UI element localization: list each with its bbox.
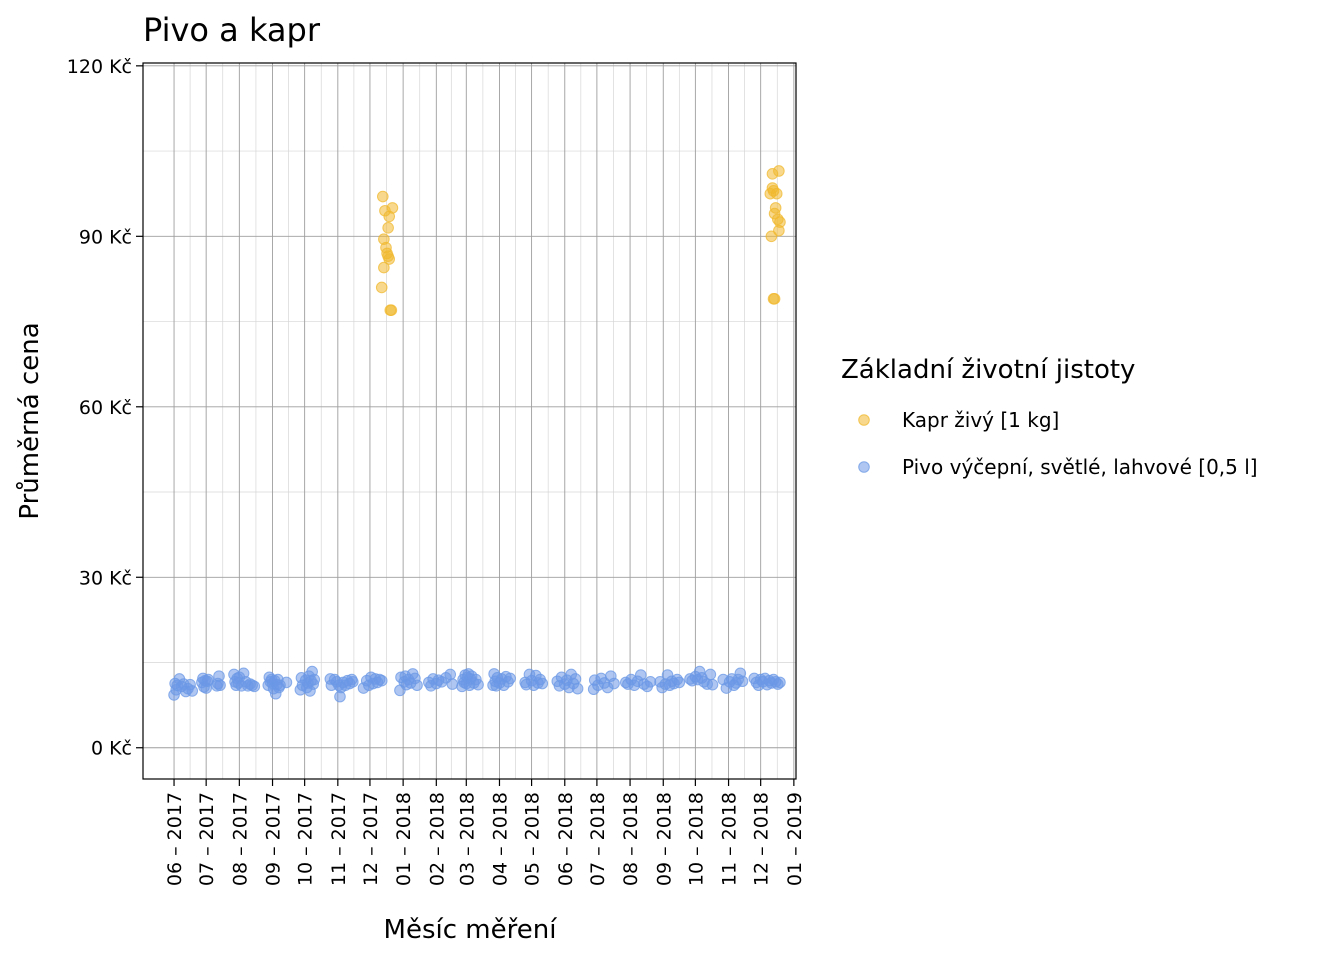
data-point bbox=[769, 202, 782, 214]
data-point bbox=[308, 673, 321, 686]
x-tick-label: 06 – 2018 bbox=[555, 792, 577, 886]
legend-item: Pivo výčepní, světlé, lahvové [0,5 l] bbox=[858, 455, 1258, 479]
data-point bbox=[569, 673, 582, 685]
minor-gridlines bbox=[143, 63, 796, 779]
data-point bbox=[386, 202, 399, 214]
series-0 bbox=[375, 165, 786, 316]
data-point bbox=[774, 676, 786, 689]
data-point bbox=[644, 676, 657, 688]
y-axis: 0 Kč 30 Kč 60 Kč 90 Kč 120 Kč bbox=[67, 56, 143, 760]
data-point bbox=[385, 304, 398, 316]
data-point bbox=[773, 165, 785, 177]
x-tick-label: 09 – 2017 bbox=[263, 792, 285, 886]
chart-title: Pivo a kapr bbox=[143, 11, 321, 49]
legend-label: Kapr živý [1 kg] bbox=[902, 408, 1059, 432]
data-point bbox=[536, 677, 549, 690]
x-tick-label: 07 – 2017 bbox=[196, 792, 218, 886]
x-tick-label: 10 – 2017 bbox=[295, 792, 317, 886]
x-tick-label: 12 – 2017 bbox=[360, 792, 382, 886]
legend-marker bbox=[858, 414, 870, 426]
y-tick-label: 0 Kč bbox=[91, 738, 132, 760]
y-tick-label: 60 Kč bbox=[79, 397, 132, 419]
x-tick-label: 09 – 2018 bbox=[653, 792, 675, 886]
x-tick-label: 05 – 2018 bbox=[522, 792, 544, 886]
y-tick-label: 120 Kč bbox=[67, 56, 132, 78]
data-point bbox=[504, 672, 516, 685]
x-tick-label: 01 – 2019 bbox=[784, 792, 806, 886]
data-point bbox=[375, 674, 388, 687]
data-point bbox=[202, 673, 215, 686]
y-tick-label: 90 Kč bbox=[79, 226, 132, 248]
data-point bbox=[382, 221, 394, 234]
data-point bbox=[571, 682, 584, 695]
data-point bbox=[411, 679, 423, 692]
data-point bbox=[673, 676, 686, 689]
data-point bbox=[774, 216, 786, 228]
x-axis-title: Měsíc měření bbox=[384, 915, 558, 945]
data-point bbox=[383, 253, 396, 265]
scatter-points bbox=[168, 165, 786, 703]
data-point bbox=[378, 261, 390, 274]
x-tick-label: 04 – 2018 bbox=[489, 792, 511, 886]
data-point bbox=[214, 679, 226, 692]
x-tick-label: 08 – 2018 bbox=[620, 792, 642, 886]
x-tick-label: 06 – 2017 bbox=[164, 792, 186, 886]
data-point bbox=[704, 668, 717, 681]
legend-label: Pivo výčepní, světlé, lahvové [0,5 l] bbox=[902, 455, 1258, 479]
data-point bbox=[608, 677, 620, 690]
x-tick-label: 03 – 2018 bbox=[456, 792, 478, 886]
data-point bbox=[736, 675, 749, 688]
x-tick-label: 08 – 2017 bbox=[229, 792, 251, 886]
data-point bbox=[376, 190, 389, 203]
series-1 bbox=[168, 665, 786, 703]
data-point bbox=[186, 685, 199, 697]
data-point bbox=[706, 678, 719, 691]
x-tick-label: 01 – 2018 bbox=[393, 792, 415, 886]
plot-frame bbox=[142, 62, 797, 780]
x-tick-label: 11 – 2017 bbox=[328, 792, 350, 886]
x-axis: 06 – 2017 07 – 2017 08 – 2017 09 – 2017 10 –… bbox=[164, 779, 806, 886]
data-point bbox=[446, 678, 459, 690]
x-tick-label: 11 – 2018 bbox=[719, 792, 741, 886]
major-gridlines bbox=[143, 63, 796, 779]
x-tick-label: 07 – 2018 bbox=[587, 792, 609, 886]
data-point bbox=[770, 187, 783, 200]
legend-title: Základní životní jistoty bbox=[841, 355, 1135, 385]
data-point bbox=[444, 668, 457, 681]
data-point bbox=[347, 676, 359, 688]
data-point bbox=[375, 281, 388, 294]
x-tick-label: 12 – 2018 bbox=[751, 792, 773, 886]
y-tick-label: 30 Kč bbox=[79, 567, 132, 589]
y-axis-title: Průměrná cena bbox=[15, 322, 45, 519]
data-point bbox=[280, 676, 293, 689]
data-point bbox=[248, 680, 261, 693]
x-tick-label: 10 – 2018 bbox=[685, 792, 707, 886]
data-point bbox=[768, 293, 781, 305]
legend-marker bbox=[858, 461, 870, 473]
legend-item: Kapr živý [1 kg] bbox=[858, 408, 1059, 432]
legend: Základní životní jistoty Kapr živý [1 kg… bbox=[841, 355, 1258, 479]
data-point bbox=[472, 678, 484, 691]
x-tick-label: 02 – 2018 bbox=[426, 792, 448, 886]
